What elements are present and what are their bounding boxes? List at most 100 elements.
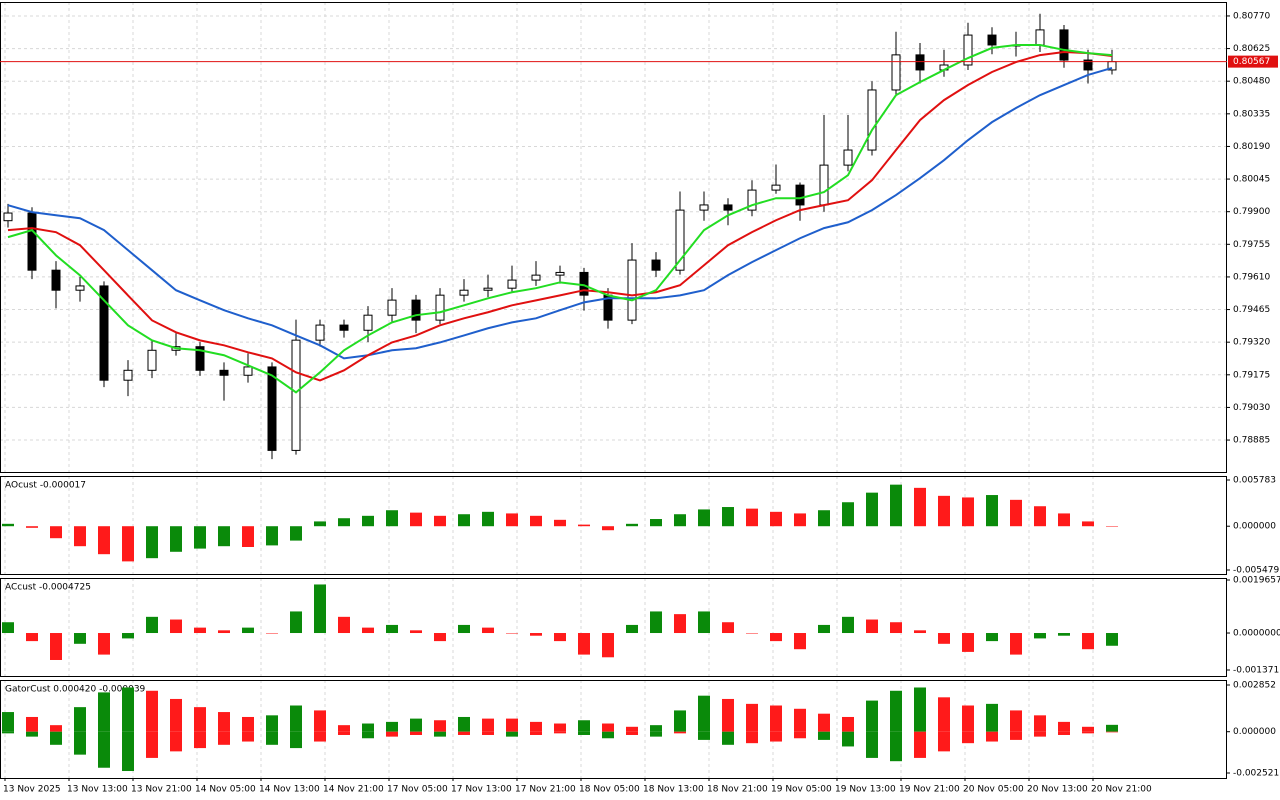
histogram-bar bbox=[410, 512, 422, 527]
y-tick-label: 0.0000000 bbox=[1233, 629, 1280, 639]
histogram-bar bbox=[578, 633, 590, 655]
gator-bar bbox=[698, 731, 710, 740]
gator-bar bbox=[146, 690, 158, 732]
gator-bar bbox=[962, 705, 974, 732]
gator-bar bbox=[794, 708, 806, 732]
gator-bar bbox=[914, 731, 926, 758]
gator-bar bbox=[458, 731, 470, 735]
histogram-bar bbox=[1058, 633, 1070, 636]
gator-bar bbox=[170, 698, 182, 732]
y-tick-label: -0.002521 bbox=[1233, 768, 1279, 778]
gator-bar bbox=[266, 715, 278, 732]
histogram-bar bbox=[746, 508, 758, 527]
gator-bar bbox=[338, 725, 350, 732]
gator-bar bbox=[626, 731, 638, 735]
candle-body bbox=[291, 339, 301, 451]
gator-bar bbox=[242, 716, 254, 732]
x-tick-label: 18 Nov 13:00 bbox=[643, 785, 704, 795]
histogram-bar bbox=[842, 616, 854, 634]
histogram-bar bbox=[650, 611, 662, 634]
candle-body bbox=[459, 289, 469, 296]
x-tick-label: 20 Nov 13:00 bbox=[1027, 785, 1088, 795]
histogram-bar bbox=[2, 622, 14, 634]
gator-bar bbox=[410, 731, 422, 735]
gator-bar bbox=[866, 731, 878, 758]
current-price-box bbox=[1228, 55, 1278, 68]
gator-bar bbox=[1010, 710, 1022, 732]
gator-bar bbox=[650, 731, 662, 737]
indicator-line bbox=[7, 66, 1113, 360]
gator-bar bbox=[890, 731, 902, 762]
gator-bar bbox=[986, 731, 998, 742]
gator-bar bbox=[674, 710, 686, 732]
candle-body bbox=[1083, 59, 1093, 71]
gator-bar bbox=[434, 720, 446, 732]
candle-body bbox=[987, 34, 997, 46]
histogram-bar bbox=[242, 526, 254, 547]
gator-bar bbox=[362, 723, 374, 732]
histogram-bar bbox=[986, 633, 998, 642]
histogram-bar bbox=[530, 633, 542, 636]
gator-bar bbox=[98, 731, 110, 768]
gator-bar bbox=[314, 710, 326, 732]
panel-frame bbox=[0, 2, 1227, 473]
gator-bar bbox=[506, 718, 518, 732]
histogram-bar bbox=[698, 509, 710, 527]
histogram-bar bbox=[194, 627, 206, 634]
y-tick-label: -0.005479 bbox=[1233, 566, 1279, 576]
gator-bar bbox=[530, 721, 542, 732]
gator-bar bbox=[1058, 721, 1070, 732]
gator-bar bbox=[74, 707, 86, 732]
candle-body bbox=[3, 212, 13, 222]
histogram-bar bbox=[194, 526, 206, 549]
histogram-bar bbox=[506, 513, 518, 527]
gator-bar bbox=[938, 731, 950, 752]
candle-body bbox=[627, 259, 637, 321]
y-tick-label: 0.0019657 bbox=[1233, 576, 1280, 586]
histogram-bar bbox=[626, 624, 638, 634]
gator-bar bbox=[722, 731, 734, 745]
histogram-bar bbox=[362, 515, 374, 527]
gator-bar bbox=[962, 731, 974, 744]
candle-body bbox=[363, 314, 373, 331]
gator-bar bbox=[482, 718, 494, 732]
gator-bar bbox=[386, 721, 398, 732]
gator-bar bbox=[602, 723, 614, 732]
histogram-bar bbox=[146, 616, 158, 634]
x-tick-label: 19 Nov 21:00 bbox=[899, 785, 960, 795]
candle-body bbox=[747, 189, 757, 211]
x-tick-label: 17 Nov 05:00 bbox=[387, 785, 448, 795]
y-tick-label: 0.79465 bbox=[1233, 305, 1270, 315]
gator-bar bbox=[122, 731, 134, 772]
gator-bar bbox=[266, 731, 278, 745]
y-tick-label: 0.79030 bbox=[1233, 403, 1270, 413]
histogram-bar bbox=[794, 633, 806, 650]
histogram-bar bbox=[1106, 633, 1118, 646]
y-tick-label: 0.002852 bbox=[1233, 681, 1276, 691]
x-tick-label: 20 Nov 21:00 bbox=[1091, 785, 1152, 795]
gator-bar bbox=[1034, 715, 1046, 732]
candle-body bbox=[195, 346, 205, 371]
histogram-bar bbox=[986, 495, 998, 527]
y-tick-label: 0.005783 bbox=[1233, 475, 1276, 485]
gator-bar bbox=[1106, 731, 1118, 733]
candle-body bbox=[723, 204, 733, 211]
histogram-bar bbox=[386, 624, 398, 634]
gator-bar bbox=[1082, 726, 1094, 732]
histogram-bar bbox=[434, 633, 446, 642]
histogram-bar bbox=[458, 624, 470, 634]
y-tick-label: -0.0013711 bbox=[1233, 665, 1280, 675]
gator-bar bbox=[938, 697, 950, 732]
histogram-bar bbox=[98, 526, 110, 555]
y-tick-label: 0.80480 bbox=[1233, 77, 1270, 87]
candle-body bbox=[315, 324, 325, 341]
panel-frame bbox=[0, 476, 1227, 575]
histogram-bar bbox=[1010, 633, 1022, 655]
histogram-bar bbox=[146, 526, 158, 559]
gator-bar bbox=[1010, 731, 1022, 740]
gator-bar bbox=[146, 731, 158, 758]
gator-bar bbox=[818, 731, 830, 740]
gator-bar bbox=[50, 731, 62, 745]
candle-body bbox=[795, 184, 805, 206]
